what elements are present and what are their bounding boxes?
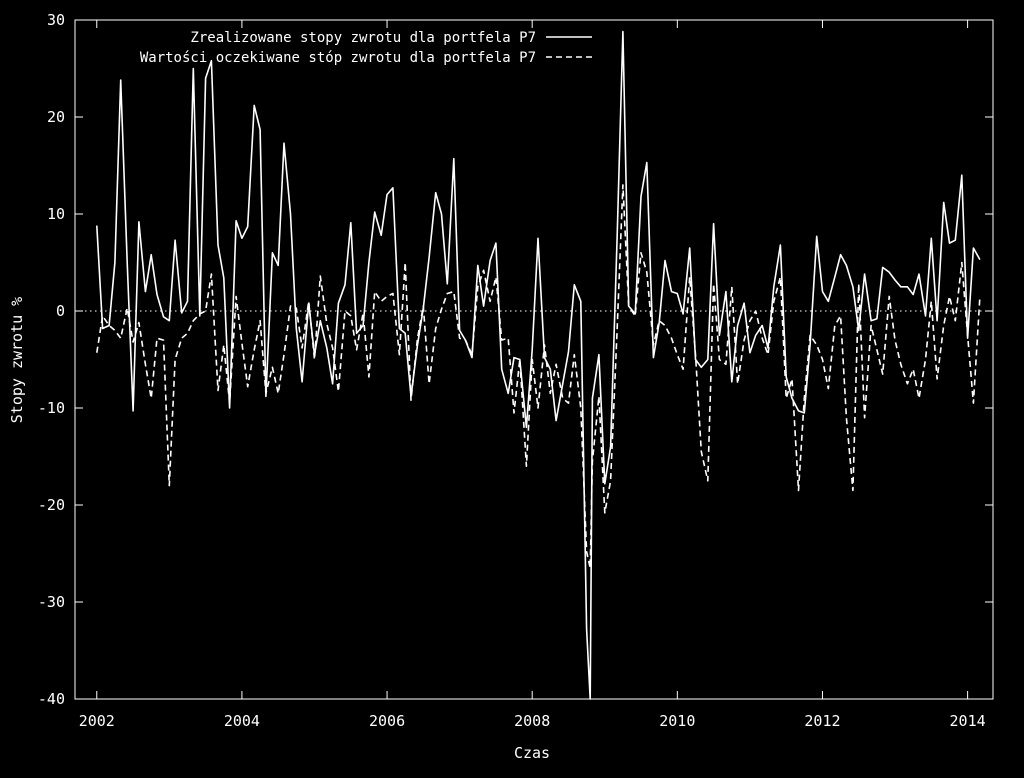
plot-frame: [74, 19, 994, 700]
x-tick-label: 2008: [514, 712, 550, 730]
legend: Zrealizowane stopy zwrotu dla portfela P…: [140, 30, 592, 66]
x-tick-label: 2002: [79, 712, 115, 730]
x-tick-label: 2006: [369, 712, 405, 730]
x-tick-label: 2004: [224, 712, 260, 730]
y-tick-label: 20: [47, 108, 65, 126]
y-tick-label: 0: [56, 302, 65, 320]
plot-area: -40 -30 -20 -10 0 10 20 30 2002 2004 2006 2008 2010 2…: [38, 11, 994, 730]
y-tick-label: 30: [47, 11, 65, 29]
y-axis-title: Stopy zwrotu %: [8, 297, 26, 423]
x-tick-label: 2012: [804, 712, 840, 730]
series-line-realized: [96, 30, 981, 700]
x-tick-label: 2010: [659, 712, 695, 730]
x-tick-label: 2014: [950, 712, 986, 730]
y-tick-label: -20: [38, 496, 65, 514]
legend-label-realized: Zrealizowane stopy zwrotu dla portfela P…: [190, 30, 536, 46]
y-tick-label: -40: [38, 690, 65, 708]
y-tick-label: 10: [47, 205, 65, 223]
x-axis-title: Czas: [514, 744, 550, 762]
series-line-expected: [96, 184, 981, 569]
y-tick-label: -30: [38, 593, 65, 611]
y-tick-label: -10: [38, 399, 65, 417]
legend-label-expected: Wartości oczekiwane stóp zwrotu dla port…: [140, 50, 536, 66]
